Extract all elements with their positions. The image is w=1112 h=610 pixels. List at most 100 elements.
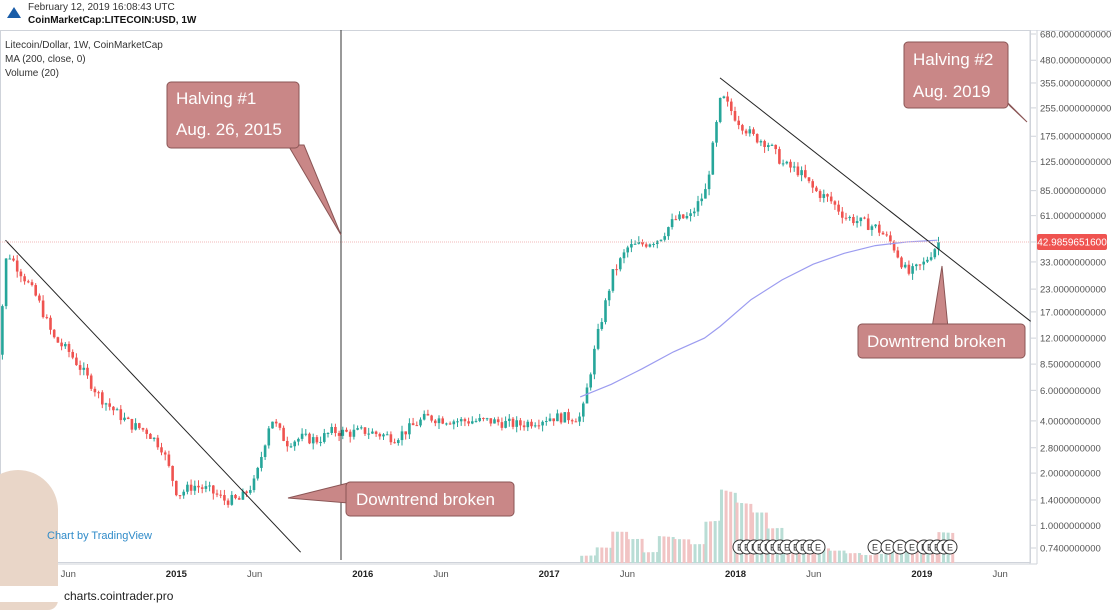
candle-body	[134, 423, 137, 430]
candle-body	[178, 495, 182, 497]
price-tick-label: 17.0000000000	[1040, 307, 1106, 318]
volume-bar	[921, 551, 925, 563]
candle-body	[97, 392, 100, 394]
halving2-line1: Halving #2	[913, 50, 993, 69]
symbol-label: CoinMarketCap:LITECOIN:USD, 1W	[28, 15, 197, 26]
candle-body	[826, 194, 829, 197]
candle-body	[589, 374, 592, 388]
price-tick-label: 355.0000000000	[1040, 78, 1111, 89]
candle-body	[704, 189, 707, 199]
time-tick-label: Jun	[993, 569, 1008, 580]
volume-bar	[842, 550, 846, 563]
candle-body	[49, 317, 52, 330]
candle-body	[537, 425, 541, 427]
volume-bar	[662, 536, 666, 563]
candle-body	[896, 250, 900, 258]
candle-body	[578, 416, 581, 422]
volume-bar	[844, 553, 848, 563]
candle-body	[360, 427, 363, 429]
event-markers: EEEEEEEEEEEEEEEEEEEEE	[732, 539, 958, 555]
volume-bar	[864, 555, 868, 563]
candle-body	[807, 177, 811, 182]
price-tick-label: 33.0000000000	[1040, 257, 1106, 268]
candle-body	[556, 413, 559, 422]
candle-body	[245, 491, 248, 493]
candle-body	[378, 433, 382, 437]
volume-bar	[740, 503, 744, 563]
candle-body	[548, 418, 552, 422]
candle-body	[748, 129, 752, 134]
price-tick-label: 6.0000000000	[1040, 386, 1101, 397]
candle-body	[722, 96, 726, 99]
chart-legend: Litecoin/Dollar, 1W, CoinMarketCap MA (2…	[5, 40, 163, 79]
candle-body	[622, 252, 626, 259]
price-tick-label: 480.0000000000	[1040, 56, 1111, 67]
volume-bar	[904, 544, 908, 563]
candle-body	[215, 493, 219, 495]
volume-bar	[935, 551, 939, 563]
candle-body	[52, 329, 56, 338]
tradingview-attribution[interactable]: Chart by TradingView	[47, 530, 152, 542]
price-tick-label: 255.0000000000	[1040, 103, 1111, 114]
volume-bar	[744, 503, 748, 563]
candle-body	[770, 144, 774, 146]
candle-body	[404, 431, 407, 435]
candle-body	[175, 480, 178, 496]
candle-body	[841, 211, 844, 218]
candle-body	[297, 438, 300, 442]
volume-bar	[688, 544, 692, 563]
candle-body	[530, 421, 533, 427]
candle-body	[752, 129, 755, 135]
candle-body	[611, 269, 615, 291]
price-tick-label: 8.5000000000	[1040, 360, 1101, 371]
volume-bar	[853, 553, 857, 563]
candle-body	[652, 244, 655, 246]
legend-ma: MA (200, close, 0)	[5, 54, 86, 65]
plot-background	[0, 30, 1030, 564]
candle-body	[323, 433, 326, 442]
candle-body	[707, 174, 711, 190]
candle-body	[315, 437, 319, 443]
candle-body	[45, 317, 49, 319]
downtrend-left-callout: Downtrend broken	[287, 481, 515, 517]
event-marker-label: E	[872, 543, 878, 553]
volume-bar	[693, 544, 697, 563]
volume-bar	[656, 552, 660, 563]
candle-body	[482, 417, 485, 419]
candle-body	[267, 428, 271, 446]
candle-body	[426, 413, 430, 416]
candle-body	[922, 261, 925, 265]
candle-body	[504, 420, 507, 428]
source-label: charts.cointrader.pro	[64, 589, 174, 603]
candle-body	[448, 423, 452, 425]
volume-bar	[795, 546, 799, 563]
volume-bar	[859, 554, 863, 563]
price-tick-label: 2.8000000000	[1040, 443, 1101, 454]
legend-volume: Volume (20)	[5, 68, 59, 79]
volume-bar	[615, 531, 619, 563]
candle-body	[149, 433, 152, 439]
candle-body	[230, 494, 234, 505]
volume-bar	[713, 521, 717, 563]
time-tick-label: 2015	[166, 569, 188, 580]
volume-bar	[594, 555, 598, 563]
halving2-callout: Halving #2 Aug. 2019	[903, 41, 1028, 123]
candle-body	[885, 234, 888, 236]
volume-bar	[657, 536, 661, 563]
candle-body	[681, 214, 685, 219]
candle-body	[41, 300, 45, 318]
candle-body	[741, 125, 744, 131]
halving2-line2: Aug. 2019	[913, 82, 991, 101]
price-tick-label: 23.0000000000	[1040, 285, 1106, 296]
candle-body	[767, 145, 770, 147]
price-chart[interactable]: EEEEEEEEEEEEEEEEEEEEE 680.0000000000 480.…	[0, 30, 1112, 586]
volume-bar	[848, 553, 852, 563]
candle-body	[138, 423, 141, 429]
candle-body	[696, 201, 700, 212]
volume-bar	[584, 555, 588, 563]
candle-body	[263, 445, 267, 458]
candle-body	[86, 367, 89, 376]
candle-body	[759, 141, 763, 143]
candle-body	[700, 198, 703, 202]
downtrend-right-label: Downtrend broken	[867, 332, 1006, 351]
